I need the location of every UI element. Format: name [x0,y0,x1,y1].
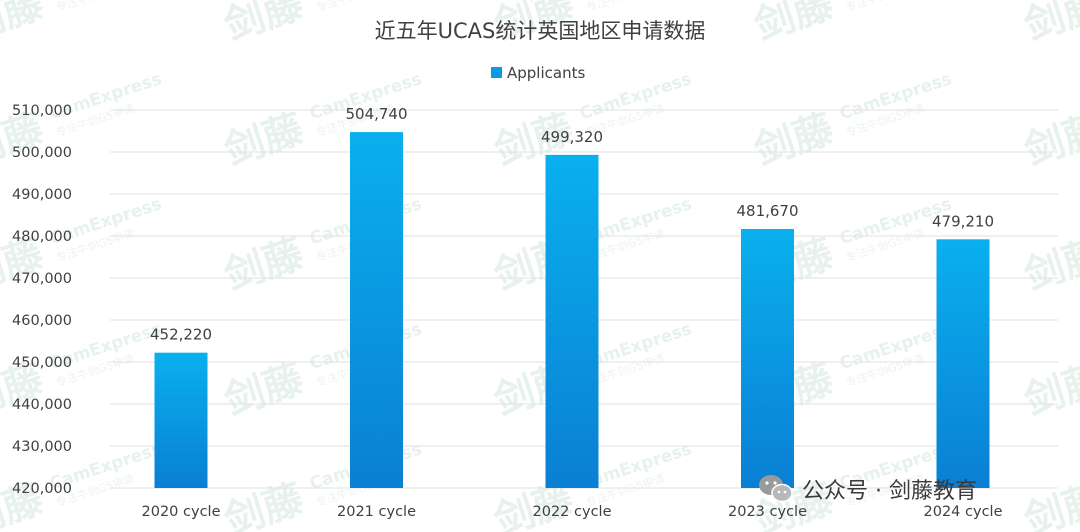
x-tick-label: 2021 cycle [337,504,416,520]
bars [154,132,990,489]
y-tick-label: 450,000 [12,355,72,371]
x-tick-label: 2020 cycle [142,504,221,520]
legend-label: Applicants [507,64,585,82]
legend: Applicants [491,64,585,82]
data-label: 479,210 [932,212,994,230]
data-label: 499,320 [541,128,603,146]
y-tick-label: 480,000 [12,229,72,245]
chart-title: 近五年UCAS统计英国地区申请数据 [375,19,706,43]
data-label: 452,220 [150,326,212,344]
watermark-brand: 剑藤 [219,231,310,300]
watermark-brand: 剑藤 [219,476,310,532]
data-labels: 452,220 504,740 499,320 481,670 479,210 [150,105,994,344]
watermark-brand: 剑藤 [1019,0,1080,50]
bar [741,228,794,488]
watermark-brand: 剑藤 [0,0,50,50]
bar [936,239,990,488]
watermark-subtext: 专注牛剑G5申请 [54,0,136,14]
bar [350,132,403,489]
x-tick-label: 2022 cycle [533,504,612,520]
x-tick-label: 2024 cycle [924,504,1003,520]
y-tick-label: 430,000 [12,439,72,455]
x-axis: 2020 cycle 2021 cycle 2022 cycle 2023 cycle… [142,504,1003,520]
watermark-brand: 剑藤 [1019,231,1080,300]
watermark-brand: 剑藤 [219,356,310,425]
footer-label: 公众号 · 剑藤教育 [802,479,977,504]
watermark-subtext: 专注牛剑G5申请 [844,0,926,14]
watermark-subtext: 专注牛剑G5申请 [584,0,666,14]
bar [545,154,599,488]
watermark-brand: 剑藤 [1019,356,1080,425]
y-tick-label: 510,000 [12,103,72,119]
y-tick-label: 460,000 [12,313,72,329]
y-tick-label: 420,000 [12,481,72,497]
y-tick-label: 470,000 [12,271,72,287]
footer: 公众号 · 剑藤教育 [759,475,977,504]
data-label: 504,740 [345,105,407,123]
x-tick-label: 2023 cycle [728,504,807,520]
y-tick-label: 440,000 [12,397,72,413]
bar [154,352,208,488]
watermark-brand: 剑藤 [1019,476,1080,532]
legend-swatch [491,67,502,78]
watermark-brand: 剑藤 [1019,106,1080,175]
y-axis: 420,000 430,000 440,000 450,000 460,000 470,0… [12,103,72,497]
watermark-brand: 剑藤 [219,0,310,50]
watermark-brand: 剑藤 [749,0,840,50]
data-label: 481,670 [736,202,798,220]
watermark-subtext: 专注牛剑G5申请 [314,0,396,14]
y-tick-label: 500,000 [12,145,72,161]
wechat-icon [759,475,793,503]
watermark-brand: 剑藤 [219,106,310,175]
watermark-brand: 剑藤 [749,106,840,175]
y-tick-label: 490,000 [12,187,72,203]
